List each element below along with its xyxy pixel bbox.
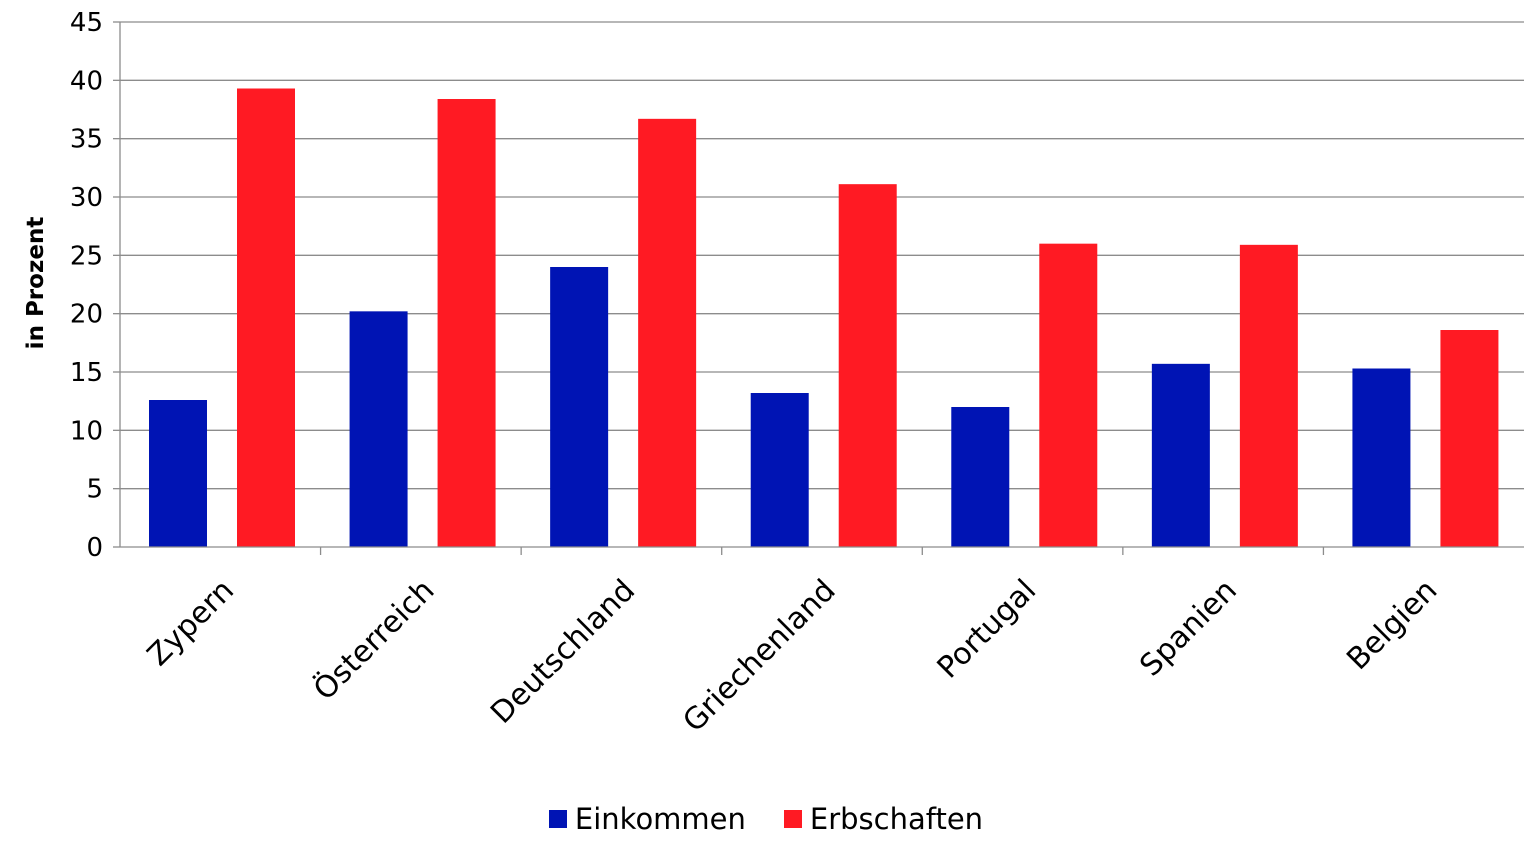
legend-item: Erbschaften: [783, 802, 984, 836]
legend-label: Einkommen: [574, 802, 746, 836]
bar-erbschaften-2: [638, 118, 697, 547]
y-tick-label: 10: [70, 416, 103, 446]
bar-erbschaften-0: [237, 88, 295, 547]
y-tick-label: 35: [70, 125, 103, 155]
y-tick-label: 20: [70, 300, 103, 330]
x-tick-label: Griechenland: [676, 573, 842, 739]
bar-einkommen-3: [750, 393, 809, 547]
y-tick-label: 5: [86, 475, 103, 505]
y-tick-label: 40: [70, 66, 103, 96]
bar-erbschaften-3: [838, 184, 897, 547]
bar-einkommen-1: [349, 311, 408, 547]
y-tick-label: 30: [70, 183, 103, 213]
bar-einkommen-0: [149, 400, 207, 547]
y-tick-label: 0: [86, 533, 103, 563]
y-tick-label: 45: [70, 8, 103, 38]
bar-einkommen-4: [951, 407, 1010, 547]
bar-erbschaften-4: [1039, 243, 1098, 547]
bar-erbschaften-1: [437, 99, 496, 547]
legend-swatch: [783, 810, 802, 828]
x-tick-label: Zypern: [141, 573, 241, 673]
y-tick-label: 15: [70, 358, 103, 388]
bar-einkommen-2: [550, 267, 609, 547]
legend-swatch: [548, 810, 567, 828]
bars: [149, 88, 1499, 548]
chart-legend: Einkommen Erbschaften: [0, 802, 1532, 836]
bar-einkommen-5: [1151, 363, 1210, 547]
x-tick-label: Portugal: [931, 573, 1044, 686]
y-axis-label: in Prozent: [23, 217, 49, 350]
x-tick-label: Österreich: [306, 572, 441, 707]
x-tick-label: Deutschland: [484, 573, 642, 731]
y-tick-label: 25: [70, 241, 103, 271]
x-tick-label: Belgien: [1340, 573, 1444, 677]
legend-item: Einkommen: [548, 802, 746, 836]
gridlines: [120, 21, 1524, 490]
bar-erbschaften-6: [1440, 330, 1499, 547]
bar-erbschaften-5: [1239, 244, 1298, 548]
bar-einkommen-6: [1352, 368, 1411, 547]
legend-label: Erbschaften: [809, 802, 984, 836]
x-tick-label: Spanien: [1133, 573, 1244, 684]
